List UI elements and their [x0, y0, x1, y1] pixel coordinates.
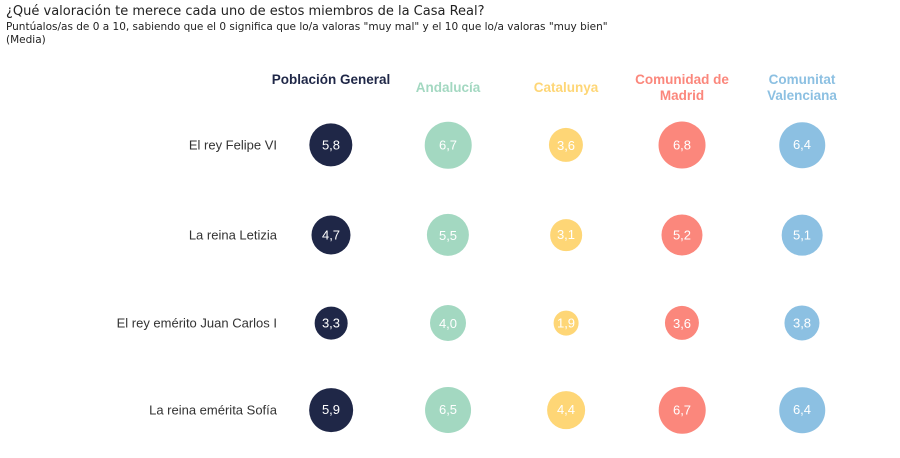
bubble: 3,6: [548, 127, 584, 163]
bubble: 5,5: [426, 213, 470, 257]
bubble: 4,4: [547, 391, 585, 429]
column-header: Población General: [271, 72, 391, 87]
bubble: 5,2: [661, 214, 703, 256]
bubble-label: 6,5: [438, 402, 458, 418]
bubble: 3,6: [664, 305, 700, 341]
row-label: La reina Letizia: [188, 227, 277, 243]
bubble-label: 5,9: [321, 402, 341, 418]
bubble: 6,7: [424, 121, 472, 169]
bubble-label: 6,7: [672, 402, 692, 418]
bubble: 4,7: [311, 215, 351, 255]
row-label: El rey Felipe VI: [188, 137, 277, 153]
column-header: Catalunya: [533, 80, 599, 95]
bubble-label: 6,7: [438, 137, 458, 153]
subtitle-note: (Media): [6, 34, 46, 46]
bubble: 6,5: [425, 387, 471, 433]
bubble-label: 6,4: [792, 137, 812, 153]
bubble: 6,7: [658, 386, 706, 434]
bubble-label: 3,8: [792, 315, 812, 331]
column-header: Comunidad de Madrid: [635, 72, 729, 103]
bubble-label: 5,5: [438, 227, 458, 243]
chart-subtitle: Puntúalos/as de 0 a 10, sabiendo que el …: [6, 21, 608, 47]
bubble-label: 3,1: [556, 227, 576, 243]
bubble-label: 3,6: [672, 315, 692, 331]
row-label: El rey emérito Juan Carlos I: [116, 315, 277, 331]
bubble-label: 4,0: [438, 315, 458, 331]
bubble: 5,8: [309, 123, 353, 167]
bubble-label: 4,7: [321, 227, 341, 243]
bubble: 5,1: [781, 214, 823, 256]
bubble: 1,9: [553, 310, 579, 336]
column-header: Comunitat Valenciana: [767, 72, 837, 103]
bubble-label: 4,4: [556, 402, 576, 418]
bubble: 6,8: [658, 121, 706, 169]
bubble: 3,8: [784, 305, 820, 341]
bubble-label: 5,1: [792, 227, 812, 243]
bubble: 3,1: [550, 219, 582, 251]
bubble-label: 6,4: [792, 402, 812, 418]
bubble-label: 3,3: [321, 315, 341, 331]
bubble: 3,3: [314, 306, 348, 340]
bubble-label: 5,8: [321, 137, 341, 153]
bubble-label: 5,2: [672, 227, 692, 243]
bubble: 6,4: [779, 122, 825, 168]
subtitle-text: Puntúalos/as de 0 a 10, sabiendo que el …: [6, 21, 608, 33]
row-label: La reina emérita Sofía: [149, 402, 277, 418]
column-header: Andalucía: [415, 80, 481, 95]
bubble-label: 3,6: [556, 137, 576, 153]
chart-title: ¿Qué valoración te merece cada uno de es…: [6, 4, 485, 19]
bubble-label: 1,9: [556, 315, 576, 331]
bubble: 5,9: [309, 388, 353, 432]
bubble: 6,4: [779, 387, 825, 433]
bubble: 4,0: [430, 305, 466, 341]
bubble-label: 6,8: [672, 137, 692, 153]
